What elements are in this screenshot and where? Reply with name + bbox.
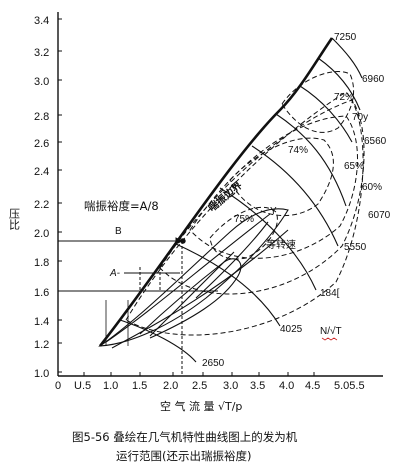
speed-line-6560 (299, 85, 353, 143)
x-tick-label: 3.0 (223, 380, 238, 392)
y-tick-label: 2.4 (34, 166, 49, 178)
efficiency-contour-outer (125, 91, 364, 336)
speed-line-2650 (119, 319, 197, 363)
efficiency-contour-65 (189, 115, 358, 259)
speed-line-184 (219, 187, 317, 291)
x-tick-label: 2.0 (163, 380, 178, 392)
y-tick-label: 1.8 (34, 257, 49, 269)
efficiency-label-75: 75% (234, 214, 254, 225)
y-axis-title: 压比 (8, 208, 21, 230)
y-tick-label: 2.6 (34, 138, 49, 150)
speed-line-6960 (317, 57, 361, 111)
caption-line-2: 运行范围(还示出瑞振裕度) (116, 449, 251, 463)
x-axis-title: 空 气 流 量 √T/p (160, 399, 242, 413)
x-tick-label: 4.0 (279, 380, 294, 392)
speed-label-70y: 70y (352, 112, 368, 123)
caption-line-1: 图5-56 叠绘在几气机特性曲线图上的发为机 (72, 430, 298, 444)
efficiency-contour-74 (229, 137, 334, 217)
y-tick-labels: 1.0 1.2 1.4 1.6 1.8 2.0 2.2 2.4 2.6 2.8 … (34, 15, 49, 380)
operating-line-loop (139, 258, 242, 339)
y-tick-label: 1.2 (34, 339, 49, 351)
operating-line-cross (149, 251, 235, 337)
y-tick-label: 2.8 (34, 111, 49, 123)
x-tick-label: 4.5 (305, 380, 320, 392)
efficiency-contour-75 (209, 206, 278, 260)
x-tick-label: 1.0 (103, 380, 118, 392)
b-point (180, 238, 186, 244)
y-tick-label: 1.6 (34, 287, 49, 299)
speed-label-7250: 7250 (334, 32, 357, 43)
spell-check-underline (321, 337, 338, 341)
speed-label-5550: 5550 (344, 242, 367, 253)
speed-label-6560: 6560 (364, 136, 387, 147)
x-tick-label: 2.5 (192, 380, 207, 392)
x-tick-label: 3.5 (250, 380, 265, 392)
y-tick-label: 2.0 (34, 228, 49, 240)
speed-line-4025 (175, 243, 281, 327)
a-label: A- (109, 268, 121, 279)
efficiency-contour-60 (159, 99, 365, 295)
efficiency-label-72: 72% (334, 92, 354, 103)
efficiency-label-65: 65% (344, 161, 364, 172)
operating-region-outline (98, 208, 289, 347)
curve-labels: 7250 6960 72% 70y 6560 74% 65% 60% 6070 … (202, 32, 391, 369)
x-tick-label: U.5 (74, 380, 91, 392)
speed-line-5550 (251, 145, 339, 247)
speed-line-7250 (331, 37, 363, 79)
speed-label-184: 184[ (320, 288, 340, 299)
efficiency-label-74: 74% (288, 145, 308, 156)
speed-label-6960: 6960 (362, 74, 385, 85)
b-label: B (115, 226, 122, 237)
efficiency-contour-72 (281, 71, 354, 133)
y-marker-label: Y (270, 206, 277, 217)
y-tick-label: 3.0 (34, 76, 49, 88)
corrected-speed-label: N/√T (320, 325, 342, 337)
operating-line-lower (111, 229, 289, 349)
speed-label-2650: 2650 (202, 358, 225, 369)
y-tick-label: 3.2 (34, 47, 49, 59)
surge-margin-markers (58, 237, 218, 376)
y-tick-label: 1.4 (34, 316, 49, 328)
surge-margin-formula: 喘振裕度=A/8 (84, 199, 159, 213)
y-tick-label: 2.2 (34, 199, 49, 211)
x-tick-marks (83, 372, 315, 376)
speed-label-4025: 4025 (280, 324, 303, 335)
x-tick-label: 1.5 (132, 380, 147, 392)
x-tick-label: 5.05.5 (334, 380, 365, 392)
efficiency-label-60: 60% (362, 182, 382, 193)
x-tick-label: 0 (55, 380, 61, 392)
operating-line-upper (105, 213, 271, 343)
surge-line-label: 喘振边界 (206, 179, 245, 215)
operating-envelope (98, 208, 289, 349)
equal-speed-label: 等转速 (266, 238, 296, 251)
efficiency-contours (125, 71, 365, 336)
b-arrow-head (175, 237, 184, 245)
surge-line (98, 37, 334, 347)
speed-line-6070 (275, 113, 347, 207)
y-tick-label: 3.4 (34, 15, 49, 27)
x-tick-labels: 0 U.5 1.0 1.5 2.0 2.5 3.0 3.5 4.0 4.5 5.… (55, 380, 365, 392)
speed-label-6070: 6070 (368, 210, 391, 221)
y-tick-label: 1.0 (34, 368, 49, 380)
